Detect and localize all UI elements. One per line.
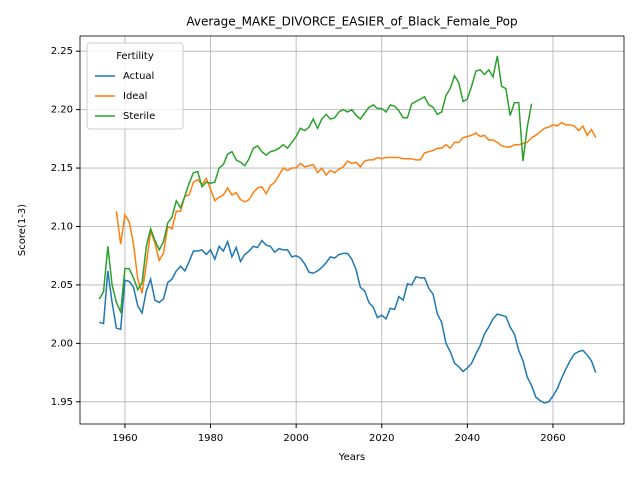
x-tick-label: 2040: [455, 433, 480, 444]
x-axis-label: Years: [338, 452, 365, 463]
y-tick-label: 1.95: [51, 397, 73, 408]
line-series: [99, 239, 597, 404]
x-tick-label: 1980: [198, 433, 223, 444]
x-tick-label: 1960: [112, 433, 137, 444]
legend-box: [86, 42, 184, 130]
y-tick-label: 2.15: [51, 163, 73, 174]
y-tick-label: 2.00: [51, 338, 73, 349]
y-tick-label: 2.25: [51, 46, 73, 57]
y-tick-label: 2.05: [51, 280, 73, 291]
x-tick-label: 2060: [540, 433, 565, 444]
legend-label: Ideal: [123, 91, 147, 102]
line-series: [98, 55, 533, 315]
x-tick-label: 2000: [283, 433, 308, 444]
plot-frame: [79, 35, 625, 425]
legend-title: Fertility: [116, 51, 154, 62]
y-tick-label: 2.10: [51, 221, 73, 232]
legend-label: Sterile: [123, 111, 155, 122]
legend-label: Actual: [123, 71, 154, 82]
y-axis-label: Score(1-3): [17, 204, 28, 256]
chart-title: Average_MAKE_DIVORCE_EASIER_of_Black_Fem…: [186, 15, 517, 29]
y-tick-label: 2.20: [51, 105, 73, 116]
x-tick-label: 2020: [369, 433, 394, 444]
line-series: [115, 121, 597, 294]
